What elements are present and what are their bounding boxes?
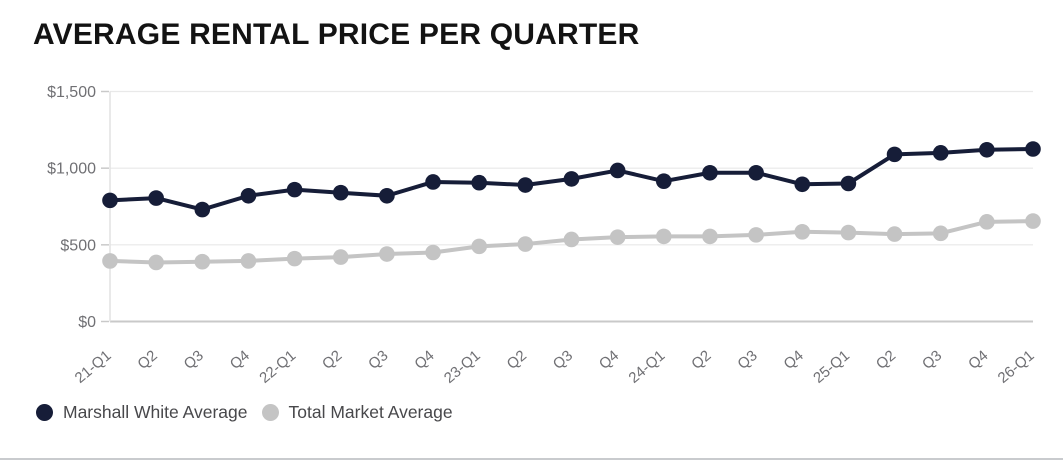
- data-point: [1025, 141, 1041, 157]
- legend-label-total-market: Total Market Average: [288, 402, 453, 422]
- x-tick-label: Q3: [550, 347, 576, 373]
- y-tick-label: $0: [78, 314, 96, 331]
- data-point: [425, 174, 441, 190]
- data-point: [1025, 213, 1041, 229]
- data-point: [609, 229, 626, 245]
- data-point: [102, 253, 118, 269]
- chart-title: AVERAGE RENTAL PRICE PER QUARTER: [33, 18, 640, 51]
- data-point: [840, 224, 857, 241]
- x-tick-label: Q3: [919, 347, 945, 373]
- y-tick-label: $1,000: [47, 161, 96, 178]
- data-point: [840, 175, 857, 192]
- legend-item-total-market: Total Market Average: [261, 402, 453, 423]
- x-tick-label: 21-Q1: [72, 347, 115, 387]
- data-point: [748, 164, 764, 181]
- data-point: [886, 146, 903, 163]
- x-tick-label: Q2: [319, 347, 345, 373]
- data-point: [240, 187, 257, 204]
- data-point: [794, 224, 811, 240]
- data-point: [379, 187, 395, 204]
- x-tick-label: 25-Q1: [810, 347, 853, 387]
- x-tick-label: Q4: [596, 347, 622, 373]
- x-tick-label: Q2: [688, 347, 714, 373]
- data-point: [979, 214, 995, 230]
- data-point: [656, 228, 672, 245]
- x-tick-label: Q3: [734, 347, 760, 373]
- data-point: [979, 141, 995, 158]
- data-point: [932, 225, 949, 242]
- data-point: [517, 236, 534, 252]
- data-point: [379, 246, 395, 262]
- data-point: [332, 249, 349, 265]
- data-point: [471, 238, 488, 255]
- data-point: [240, 253, 257, 269]
- x-tick-label: 22-Q1: [256, 347, 299, 387]
- data-point: [286, 181, 303, 198]
- x-tick-label: Q2: [134, 347, 160, 373]
- data-point: [194, 201, 211, 218]
- x-tick-label: Q4: [227, 347, 253, 373]
- x-tick-label: Q4: [411, 347, 437, 373]
- data-point: [886, 226, 903, 242]
- data-point: [563, 171, 580, 187]
- x-tick-label: Q4: [965, 347, 991, 373]
- x-tick-label: Q3: [365, 347, 391, 373]
- data-point: [748, 227, 764, 243]
- legend-dot-marshall-white-icon: [36, 404, 53, 421]
- legend-dot-total-market-icon: [261, 404, 279, 421]
- data-point: [932, 145, 949, 161]
- x-tick-label: Q3: [181, 347, 207, 373]
- data-point: [102, 192, 118, 209]
- chart-legend: Marshall White Average Total Market Aver…: [36, 402, 453, 423]
- bottom-divider: [0, 458, 1063, 460]
- data-point: [286, 250, 303, 267]
- x-tick-label: 23-Q1: [441, 347, 484, 387]
- x-tick-label: 26-Q1: [995, 347, 1038, 387]
- data-point: [332, 184, 349, 201]
- data-point: [609, 162, 626, 179]
- data-point: [471, 174, 488, 191]
- legend-item-marshall-white: Marshall White Average: [36, 402, 248, 423]
- data-point: [656, 173, 672, 189]
- x-tick-label: Q4: [781, 347, 807, 373]
- x-tick-label: 24-Q1: [625, 347, 668, 387]
- data-point: [702, 228, 718, 245]
- x-tick-label: Q2: [504, 347, 530, 373]
- data-point: [517, 177, 534, 193]
- y-tick-label: $1,500: [47, 84, 96, 101]
- data-point: [194, 253, 211, 270]
- data-point: [148, 254, 164, 271]
- x-tick-label: Q2: [873, 347, 899, 373]
- legend-label-marshall-white: Marshall White Average: [63, 402, 248, 422]
- y-tick-label: $500: [60, 237, 96, 254]
- data-point: [148, 190, 164, 206]
- data-point: [702, 164, 718, 181]
- data-point: [563, 231, 580, 248]
- data-point: [425, 244, 441, 261]
- data-point: [794, 176, 811, 193]
